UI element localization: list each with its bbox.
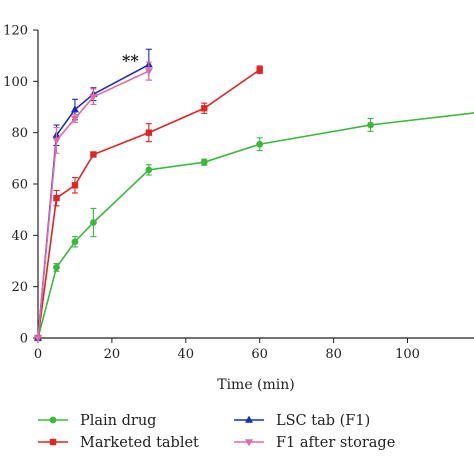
y-tick-label: 100	[3, 75, 28, 90]
y-tick-label: 120	[3, 24, 28, 39]
x-tick-label: 60	[251, 347, 268, 362]
x-tick-label: 0	[34, 347, 42, 362]
series-line	[37, 112, 474, 339]
x-tick-label: 100	[395, 347, 420, 362]
data-point	[71, 182, 79, 189]
data-point	[34, 335, 42, 343]
series-line	[37, 70, 150, 339]
x-tick-label: 80	[325, 347, 342, 362]
legend-item: Plain drug	[38, 413, 156, 429]
series-layer	[34, 48, 474, 343]
y-axis-ticks: 0 20 40 60 80 100 120	[3, 24, 38, 347]
y-tick-label: 60	[11, 178, 28, 193]
legend-marker	[49, 438, 57, 446]
y-tick-label: 40	[11, 229, 28, 244]
series-f1-after-storage	[34, 61, 153, 343]
x-axis-title: Time (min)	[217, 377, 295, 393]
legend-item: LSC tab (F1)	[234, 413, 370, 429]
data-point	[71, 238, 79, 246]
x-tick-label: 40	[178, 347, 195, 362]
legend-item: Marketed tablet	[38, 435, 199, 451]
data-point	[256, 66, 263, 73]
legend-marker	[49, 416, 57, 424]
significance-annotation: **	[122, 51, 139, 70]
data-point	[145, 129, 153, 136]
data-point	[53, 194, 60, 202]
x-axis-ticks: 0 20 40 60 80 100	[34, 338, 420, 362]
x-tick-label: 20	[104, 347, 121, 362]
y-tick-label: 20	[11, 280, 28, 295]
data-point	[256, 140, 264, 148]
legend-marker	[245, 415, 253, 423]
legend: Plain drug Marketed tablet LSC tab (F1) F1 …	[38, 413, 395, 451]
legend-marker	[245, 439, 253, 447]
data-point	[144, 68, 153, 76]
series-line	[37, 63, 150, 339]
legend-label: LSC tab (F1)	[276, 413, 370, 429]
y-tick-label: 80	[11, 126, 28, 141]
data-point	[145, 166, 153, 174]
y-tick-label: 0	[20, 332, 28, 347]
legend-item: F1 after storage	[234, 435, 395, 451]
series-line	[37, 69, 261, 339]
data-point	[52, 137, 61, 145]
legend-label: F1 after storage	[276, 435, 395, 451]
legend-label: Plain drug	[80, 413, 156, 429]
plot-area: 0 20 40 60 80 100 0 20 40 60 80 100 120 **	[3, 24, 474, 362]
data-point	[70, 115, 79, 123]
data-point	[201, 105, 208, 112]
data-point	[90, 151, 97, 158]
data-point	[53, 264, 60, 271]
series-plain-drug	[34, 112, 474, 342]
series-marketed-tablet	[34, 65, 263, 342]
data-point	[90, 219, 97, 226]
data-point	[89, 93, 98, 102]
data-point	[367, 121, 374, 129]
legend-label: Marketed tablet	[80, 435, 199, 451]
data-point	[200, 158, 208, 166]
data-point	[70, 105, 79, 113]
